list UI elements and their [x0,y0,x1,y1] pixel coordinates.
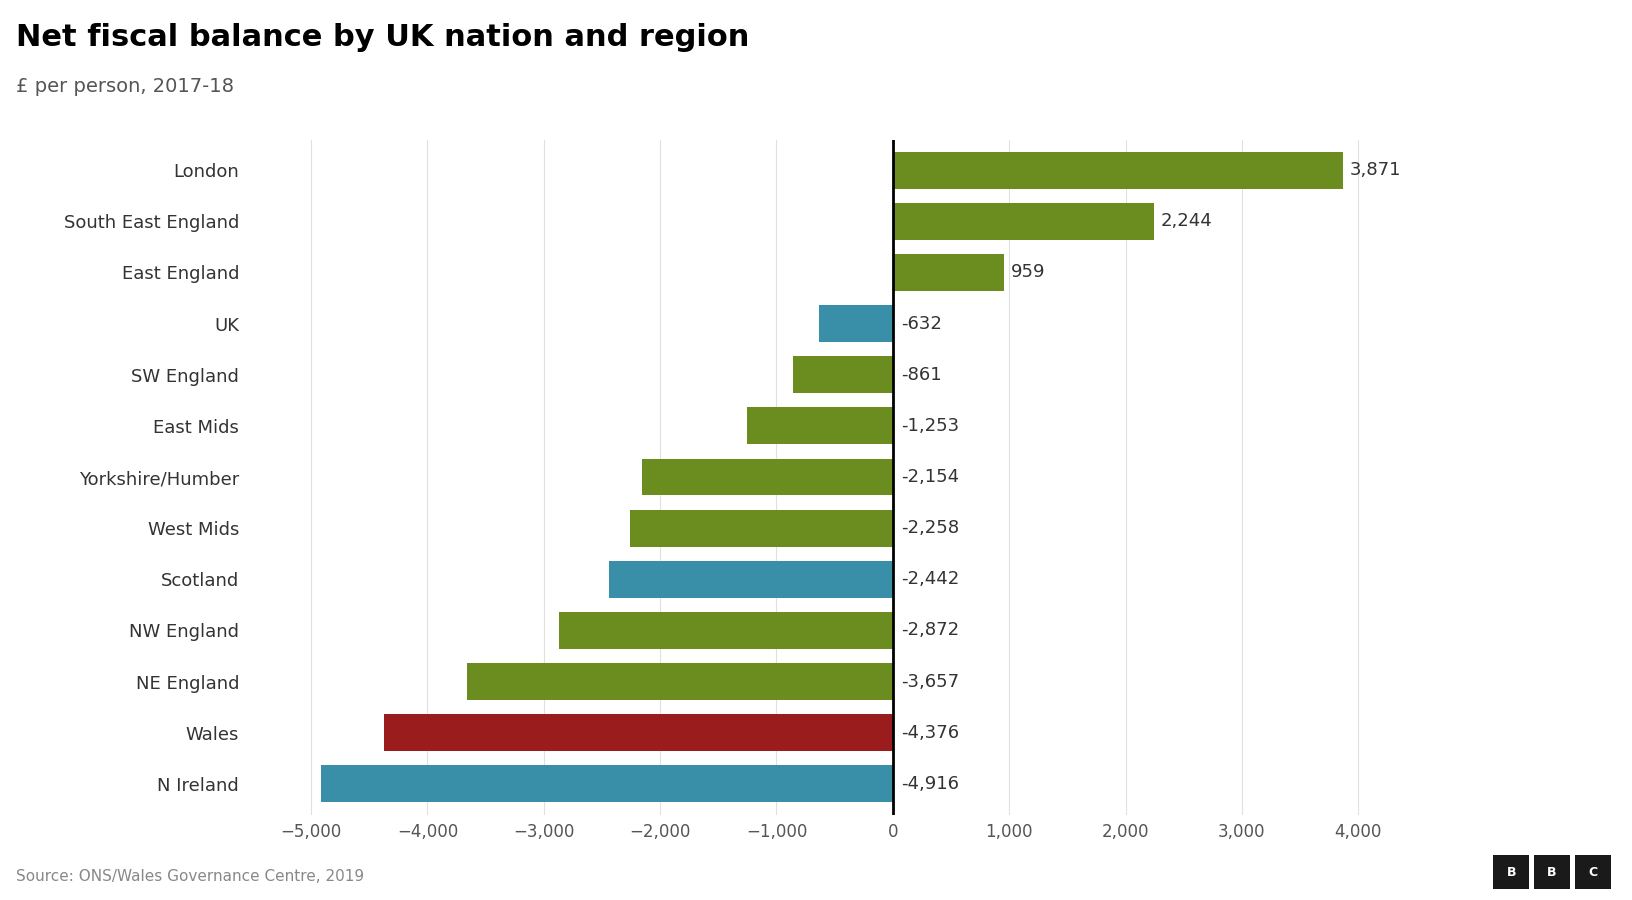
Text: -3,657: -3,657 [901,672,960,690]
Bar [893,202,1154,239]
Text: 3,871: 3,871 [1350,161,1402,179]
Text: Source: ONS/Wales Governance Centre, 2019: Source: ONS/Wales Governance Centre, 201… [16,868,364,884]
Text: -4,916: -4,916 [901,775,960,793]
Bar [893,152,1343,189]
Text: -861: -861 [901,365,942,383]
Text: -1,253: -1,253 [901,417,960,435]
Bar [747,408,893,445]
Text: 959: 959 [1010,264,1046,282]
Text: C: C [1588,866,1598,878]
Text: -2,872: -2,872 [901,621,960,639]
Text: -4,376: -4,376 [901,724,960,742]
Text: £ per person, 2017-18: £ per person, 2017-18 [16,76,235,95]
Text: Net fiscal balance by UK nation and region: Net fiscal balance by UK nation and regi… [16,22,749,51]
Bar [558,612,893,649]
Text: B: B [1506,866,1516,878]
Text: -2,154: -2,154 [901,468,960,486]
Bar [384,715,893,752]
Text: 2,244: 2,244 [1160,212,1213,230]
Text: -2,442: -2,442 [901,571,960,589]
Bar [819,305,893,342]
Bar [467,663,893,700]
Text: -2,258: -2,258 [901,519,960,537]
Text: B: B [1547,866,1557,878]
Text: -632: -632 [901,315,942,333]
Bar [643,459,893,495]
Bar [322,765,893,802]
Bar [793,356,893,393]
Bar [893,254,1004,291]
Bar [609,561,893,598]
Bar [630,509,893,546]
